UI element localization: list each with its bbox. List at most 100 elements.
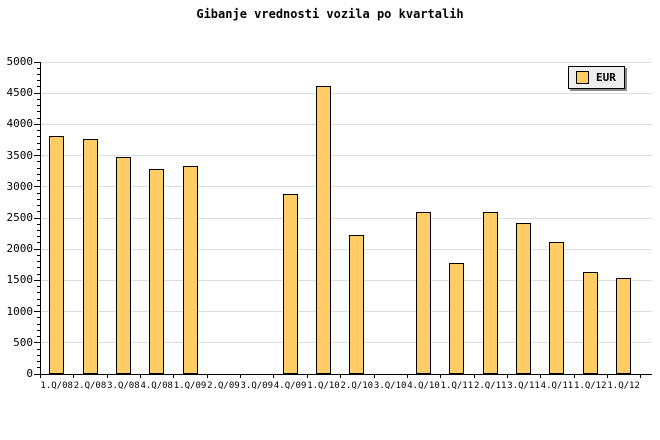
x-axis-tick <box>606 374 608 378</box>
y-axis-tick <box>34 279 40 281</box>
bar-1.Q/12 <box>582 271 598 374</box>
x-axis-tick <box>73 374 75 378</box>
y-axis-minor-tick <box>37 286 40 288</box>
y-axis-minor-tick <box>37 254 40 256</box>
y-axis-minor-tick <box>37 298 40 300</box>
y-gridline <box>40 311 652 313</box>
y-axis-minor-tick <box>37 98 40 100</box>
y-axis-minor-tick <box>37 323 40 325</box>
y-axis-minor-tick <box>37 180 40 182</box>
bar-1.Q/10 <box>315 86 331 374</box>
y-axis-tick <box>34 92 40 94</box>
x-axis-tick <box>640 374 642 378</box>
y-axis-minor-tick <box>37 142 40 144</box>
y-axis-minor-tick <box>37 161 40 163</box>
y-axis-minor-tick <box>37 136 40 138</box>
y-axis-label: 500 <box>13 335 33 349</box>
x-axis-tick <box>373 374 375 378</box>
x-axis-label: 4.Q/10 <box>407 381 440 391</box>
x-axis-label: 1.Q/08 <box>40 381 73 391</box>
x-axis-label: 1.Q/09 <box>173 381 207 391</box>
y-axis-minor-tick <box>37 211 40 213</box>
x-axis-tick <box>273 374 275 378</box>
y-axis-minor-tick <box>37 304 40 306</box>
x-axis-label: 1.Q/10 <box>307 381 340 391</box>
y-axis-minor-tick <box>37 267 40 269</box>
y-axis-minor-tick <box>37 348 40 350</box>
x-axis <box>40 374 652 375</box>
x-axis-label: 3.Q/10 <box>373 381 407 391</box>
y-axis-minor-tick <box>37 67 40 69</box>
bar-2.Q/11 <box>482 212 498 374</box>
y-axis-label: 1000 <box>6 304 34 318</box>
x-axis-tick <box>540 374 542 378</box>
y-axis-label: 5000 <box>6 55 34 68</box>
y-axis-label: 3000 <box>6 179 34 193</box>
y-gridline <box>40 155 652 157</box>
x-axis-tick <box>106 374 108 378</box>
x-axis-label: 3.Q/09 <box>240 381 274 391</box>
y-axis-minor-tick <box>37 111 40 113</box>
y-axis-tick <box>34 186 40 188</box>
x-axis-tick <box>473 374 475 378</box>
x-axis-label: 1.Q/11 <box>440 381 474 391</box>
y-axis-minor-tick <box>37 86 40 88</box>
x-axis-label: 4.Q/09 <box>273 381 307 391</box>
x-axis-label: 2.Q/10 <box>340 381 374 391</box>
y-gridline <box>40 123 652 125</box>
legend-swatch-eur <box>576 71 589 84</box>
y-axis-minor-tick <box>37 292 40 294</box>
x-axis-tick <box>140 374 142 378</box>
y-axis-label: 4000 <box>6 117 34 131</box>
x-axis-tick <box>40 374 41 378</box>
bar-2.Q/10 <box>349 235 365 374</box>
bar-4.Q/09 <box>282 193 298 374</box>
bar-4.Q/11 <box>549 242 565 374</box>
y-axis-label: 1500 <box>6 273 34 287</box>
x-axis-label: 3.Q/11 <box>507 381 540 391</box>
x-axis-label: 4.Q/11 <box>540 381 574 391</box>
y-gridline <box>40 61 652 63</box>
y-axis-minor-tick <box>37 236 40 238</box>
y-axis-minor-tick <box>37 223 40 225</box>
y-axis-minor-tick <box>37 117 40 119</box>
y-axis-minor-tick <box>37 354 40 356</box>
y-axis-label: 2500 <box>6 211 34 224</box>
y-axis-minor-tick <box>37 273 40 275</box>
bar-1.Q/09 <box>182 165 198 374</box>
x-axis-tick <box>506 374 508 378</box>
y-axis-minor-tick <box>37 173 40 175</box>
x-axis-tick <box>340 374 342 378</box>
x-axis-label: 1.Q/12 <box>574 381 607 391</box>
chart-title: Gibanje vrednosti vozila po kvartalih <box>196 7 464 21</box>
y-axis-minor-tick <box>37 80 40 82</box>
legend: EUR <box>568 66 625 89</box>
x-axis-tick <box>573 374 575 378</box>
y-axis-tick <box>34 342 40 344</box>
x-axis-label: 2.Q/09 <box>207 381 240 391</box>
x-axis-tick <box>306 374 308 378</box>
y-axis-minor-tick <box>37 167 40 169</box>
y-axis-minor-tick <box>37 367 40 369</box>
y-axis <box>40 62 41 375</box>
y-axis-minor-tick <box>37 229 40 231</box>
bar-2.Q/08 <box>82 139 98 374</box>
x-axis-tick <box>173 374 175 378</box>
x-axis-label: 2.Q/08 <box>73 381 107 391</box>
y-axis-label: 2000 <box>6 242 34 256</box>
y-gridline <box>40 217 652 219</box>
y-axis-tick <box>34 311 40 313</box>
y-axis-minor-tick <box>37 242 40 244</box>
y-axis-minor-tick <box>37 361 40 363</box>
y-axis-label: 4500 <box>6 86 34 100</box>
y-axis-tick <box>34 155 40 157</box>
y-axis-tick <box>34 248 40 250</box>
y-axis-minor-tick <box>37 261 40 263</box>
y-axis-minor-tick <box>37 329 40 331</box>
y-gridline <box>40 279 652 281</box>
y-axis-minor-tick <box>37 317 40 319</box>
y-axis-tick <box>34 217 40 219</box>
x-axis-tick <box>440 374 442 378</box>
